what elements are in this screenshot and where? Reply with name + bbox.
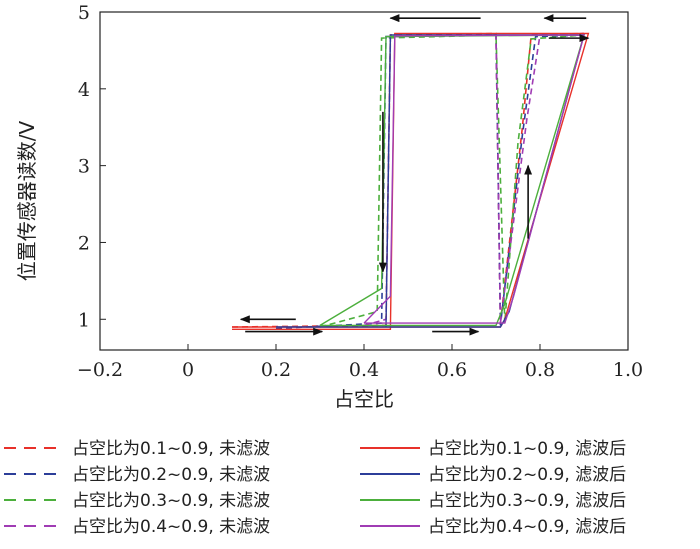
y-tick-label: 4 [78,79,90,101]
annotation-arrows [239,14,590,336]
legend-label-5: 占空比为0.2~0.9, 滤波后 [428,465,626,485]
series-line-2 [319,34,585,328]
series-line-3 [363,32,585,327]
legend-label-7: 占空比为0.4~0.9, 滤波后 [428,517,626,537]
marks-layer [231,32,590,330]
x-tick-label: 1.0 [613,359,643,381]
x-tick-label: 0.2 [261,359,291,381]
y-tick-label: 2 [78,232,90,254]
legend-label-1: 占空比为0.2~0.9, 未滤波 [72,465,270,485]
y-tick-label: 1 [78,309,90,331]
y-tick-label: 3 [78,156,90,178]
series-line-7 [363,34,585,324]
series-line-0 [231,32,585,328]
series-line-5 [276,34,585,328]
series-line-4 [232,32,590,330]
x-tick-label: 0.8 [525,359,555,381]
x-axis-label: 占空比 [334,387,394,411]
y-tick-label: 5 [78,2,90,24]
x-tick-label: −0.2 [77,359,123,381]
legend-label-2: 占空比为0.3~0.9, 未滤波 [72,491,270,511]
x-tick-label: 0.6 [437,359,467,381]
legend-label-0: 占空比为0.1~0.9, 未滤波 [72,439,270,459]
legend-label-4: 占空比为0.1~0.9, 滤波后 [428,439,626,459]
legend-label-6: 占空比为0.3~0.9, 滤波后 [428,491,626,511]
y-axis-label: 位置传感器读数/V [15,120,39,281]
x-tick-label: 0.4 [349,359,379,381]
ticks-layer: −0.2 0 0.2 0.4 0.6 0.8 1.0 1 2 3 4 5 [77,2,643,381]
series-line-1 [275,34,585,330]
legend-label-3: 占空比为0.4~0.9, 未滤波 [72,517,270,537]
x-tick-label: 0 [182,359,194,381]
